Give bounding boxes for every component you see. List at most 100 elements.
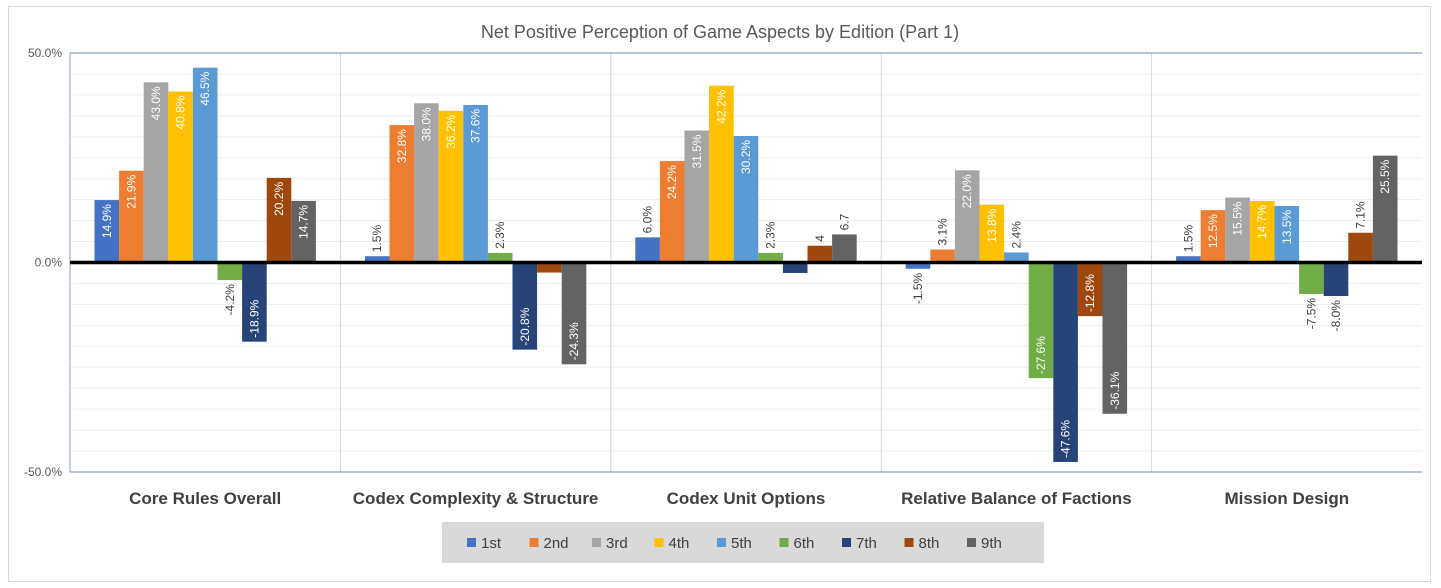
bar xyxy=(512,262,538,350)
bar xyxy=(1004,252,1029,263)
data-label: 30.2% xyxy=(739,140,753,174)
data-label: -24.3% xyxy=(567,322,581,360)
legend-box xyxy=(442,522,1044,563)
data-label: -47.6% xyxy=(1059,420,1073,458)
legend-swatch xyxy=(904,538,914,547)
x-category-label: Codex Unit Options xyxy=(667,489,826,508)
data-label: 25.5% xyxy=(1378,159,1392,193)
data-label: -18.9% xyxy=(247,299,261,337)
data-label: 7.1% xyxy=(1354,201,1368,229)
data-label: -20.8% xyxy=(518,307,532,345)
data-label: 13.5% xyxy=(1280,210,1294,244)
bar xyxy=(684,130,710,263)
legend-swatch xyxy=(779,538,789,547)
bar xyxy=(192,67,218,263)
bar xyxy=(389,125,415,263)
x-category-label: Relative Balance of Factions xyxy=(901,489,1132,508)
legend-label: 5th xyxy=(731,535,752,552)
legend-label: 1st xyxy=(481,535,502,552)
bar xyxy=(1323,262,1349,297)
bar xyxy=(1348,232,1373,263)
bar xyxy=(561,262,587,365)
bar xyxy=(930,249,955,263)
data-label: 31.5% xyxy=(690,134,704,168)
data-label: 13.8% xyxy=(985,208,999,242)
data-label: 37.6% xyxy=(469,109,483,143)
bar xyxy=(954,170,980,263)
legend-label: 9th xyxy=(981,535,1002,552)
data-label: 3.1% xyxy=(936,218,950,246)
y-tick-label: -50.0% xyxy=(24,465,62,479)
data-label: -12.8% xyxy=(1083,274,1097,312)
bar xyxy=(463,104,488,263)
bar xyxy=(782,262,808,273)
legend-label: 3rd xyxy=(606,535,628,552)
x-category-label: Codex Complexity & Structure xyxy=(353,489,599,508)
bar xyxy=(1077,262,1103,317)
legend-label: 8th xyxy=(919,535,940,552)
data-label: 36.2% xyxy=(444,114,458,148)
data-label: 1.5% xyxy=(370,225,384,253)
bar xyxy=(1225,197,1250,263)
bar xyxy=(487,252,513,263)
data-label: 14.7% xyxy=(1255,205,1269,239)
bar xyxy=(659,161,685,263)
bar xyxy=(1028,262,1054,379)
data-label: 2.4% xyxy=(1009,221,1023,249)
bar xyxy=(364,256,390,263)
data-label: -27.6% xyxy=(1034,336,1048,374)
chart-svg: Net Positive Perception of Game Aspects … xyxy=(24,22,1422,563)
data-label: 14.7% xyxy=(297,205,311,239)
legend: 1st 2nd 3rd 4th 5th 6th 7th 8th 9th xyxy=(442,522,1044,563)
data-label: 2.3% xyxy=(764,221,778,249)
bar xyxy=(905,262,931,269)
bar xyxy=(758,252,783,263)
bar xyxy=(1299,262,1324,294)
data-label: -36.1% xyxy=(1108,371,1122,409)
data-label: 2.3% xyxy=(493,221,507,249)
chart-title: Net Positive Perception of Game Aspects … xyxy=(481,22,959,42)
bar xyxy=(1176,256,1201,263)
data-label: 42.2% xyxy=(714,89,728,123)
legend-swatch xyxy=(967,538,976,547)
bar xyxy=(414,103,439,263)
y-tick-label: 0.0% xyxy=(35,256,63,270)
bar xyxy=(709,85,734,263)
data-label: 12.5% xyxy=(1206,214,1220,248)
bar xyxy=(242,262,267,342)
bar xyxy=(143,82,169,263)
legend-swatch xyxy=(842,538,851,547)
data-label: -1.5% xyxy=(911,272,925,304)
axes: -50.0% 0.0% 50.0% Core Rules Overall Codex C… xyxy=(24,46,1422,508)
bar xyxy=(266,177,292,263)
data-label: 24.2% xyxy=(665,165,679,199)
data-label: -8.0% xyxy=(1329,300,1343,332)
legend-swatch xyxy=(592,538,601,547)
bar xyxy=(168,91,193,263)
data-label: -4.2% xyxy=(223,284,237,316)
legend-swatch xyxy=(467,538,476,547)
bar xyxy=(1200,210,1226,263)
data-label: 21.9% xyxy=(124,174,138,208)
data-label: 46.5% xyxy=(198,71,212,105)
bar xyxy=(1102,262,1128,414)
bar xyxy=(1372,155,1398,263)
bar xyxy=(217,262,243,281)
bar xyxy=(1274,205,1300,263)
x-category-label: Mission Design xyxy=(1224,489,1349,508)
data-label: 40.8% xyxy=(174,95,188,129)
legend-label: 4th xyxy=(669,535,690,552)
legend-label: 6th xyxy=(794,535,815,552)
data-label: 38.0% xyxy=(419,107,433,141)
chart-frame: Net Positive Perception of Game Aspects … xyxy=(8,6,1431,582)
bar xyxy=(119,170,144,263)
legend-swatch xyxy=(717,538,726,547)
data-label: 14.9% xyxy=(100,204,114,238)
bar xyxy=(537,262,562,273)
bar xyxy=(733,135,759,263)
data-label: 20.2% xyxy=(272,182,286,216)
data-label: 6.7 xyxy=(837,213,851,230)
bars xyxy=(94,67,1398,462)
bar xyxy=(291,200,316,263)
x-category-label: Core Rules Overall xyxy=(129,489,281,508)
